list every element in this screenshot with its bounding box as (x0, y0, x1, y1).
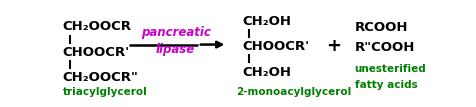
Text: CH₂OH: CH₂OH (242, 66, 291, 79)
Text: 2-monoacylglycerol: 2-monoacylglycerol (236, 87, 351, 97)
Text: CH₂OOCR": CH₂OOCR" (62, 71, 139, 84)
Text: RCOOH: RCOOH (355, 21, 408, 34)
Text: pancreatic: pancreatic (141, 26, 211, 39)
Text: CH₂OH: CH₂OH (242, 15, 291, 28)
Text: triacylglycerol: triacylglycerol (62, 87, 147, 97)
Text: lipase: lipase (156, 43, 195, 56)
Text: CHOOCR': CHOOCR' (62, 46, 129, 59)
Text: +: + (326, 37, 341, 55)
Text: CHOOCR': CHOOCR' (242, 40, 309, 53)
Text: unesterified: unesterified (355, 64, 426, 74)
Text: CH₂OOCR: CH₂OOCR (62, 20, 131, 33)
Text: R"COOH: R"COOH (355, 41, 415, 54)
Text: fatty acids: fatty acids (355, 80, 417, 90)
